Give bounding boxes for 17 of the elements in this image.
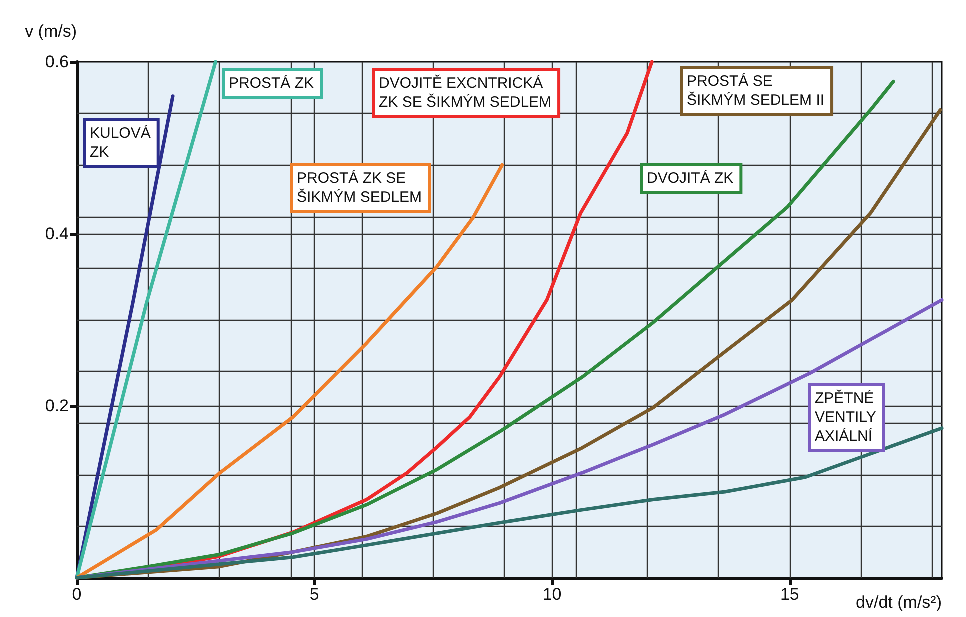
- x-tick-label: 0: [72, 585, 82, 604]
- series-label: PROSTÁ ZK: [229, 74, 314, 92]
- text: DVOJITÁ ZK: [647, 169, 734, 187]
- y-tick-label: 0.2: [45, 396, 69, 416]
- text: PROSTÁ SE ŠIKMÝM SEDLEM II: [687, 72, 825, 109]
- series-label: KULOVÁ ZK: [90, 124, 151, 161]
- y-tick-label: 0.4: [45, 224, 69, 244]
- series-label: ZPĚTNÉ VENTILY AXIÁLNÍ: [815, 389, 876, 445]
- x-axis-title: dv/dt (m/s²): [856, 593, 942, 612]
- x-tick-label: 15: [780, 585, 800, 604]
- line-series: [75, 163, 504, 580]
- x-tick-label: 5: [310, 585, 320, 604]
- x-tick-label: 10: [542, 585, 562, 604]
- y-axis-title: v (m/s): [25, 22, 77, 41]
- text: PROSTÁ ZK SE ŠIKMÝM SEDLEM: [297, 169, 422, 206]
- text: DVOJITĚ EXCNTRICKÁ ZK SE ŠIKMÝM SEDLEM: [379, 74, 552, 111]
- y-tick-label: 0.6: [45, 52, 69, 72]
